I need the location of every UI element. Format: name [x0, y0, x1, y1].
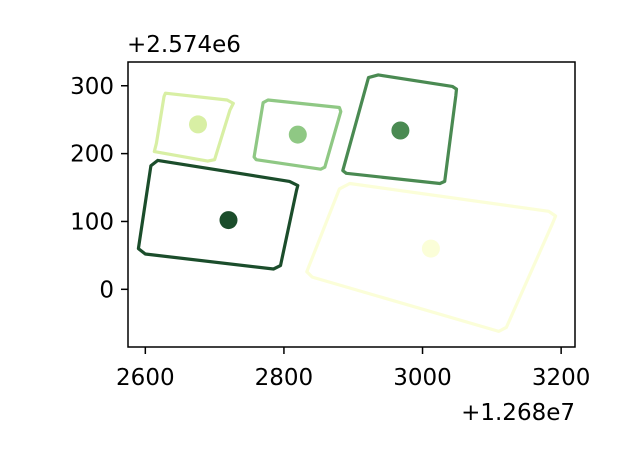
polygon-outline-3: [252, 98, 343, 171]
axes-frame: [127, 61, 576, 348]
centroid-point-3: [288, 125, 307, 144]
x-axis: 2600 2800 3000 3200: [116, 347, 590, 391]
y-tick-label: 300: [70, 74, 114, 100]
centroid-point-1: [219, 211, 238, 230]
polygon-outline-4: [152, 91, 235, 163]
y-tick-label: 200: [70, 142, 114, 168]
y-tick-label: 100: [70, 209, 114, 235]
centroid-point-4: [189, 115, 207, 134]
centroid-point-5: [421, 239, 440, 258]
y-axis: 0 100 200 300: [70, 74, 128, 303]
watermark-text: 知乎 @又上上: [519, 418, 614, 436]
centroid-point-2: [391, 121, 410, 140]
y-axis-offset-label: +2.574e6: [127, 32, 241, 58]
polygon-outline-1: [136, 158, 300, 271]
polygon-outline-5: [305, 181, 558, 333]
x-tick-label: 3000: [393, 365, 452, 391]
x-axis-offset-label: +1.268e7: [461, 400, 575, 426]
y-tick-label: 0: [99, 277, 114, 303]
x-tick-label: 2600: [116, 365, 175, 391]
x-tick-label: 3200: [532, 365, 591, 391]
x-tick-label: 2800: [255, 365, 314, 391]
plot-area: [136, 73, 558, 333]
polygon-outline-2: [341, 73, 459, 186]
